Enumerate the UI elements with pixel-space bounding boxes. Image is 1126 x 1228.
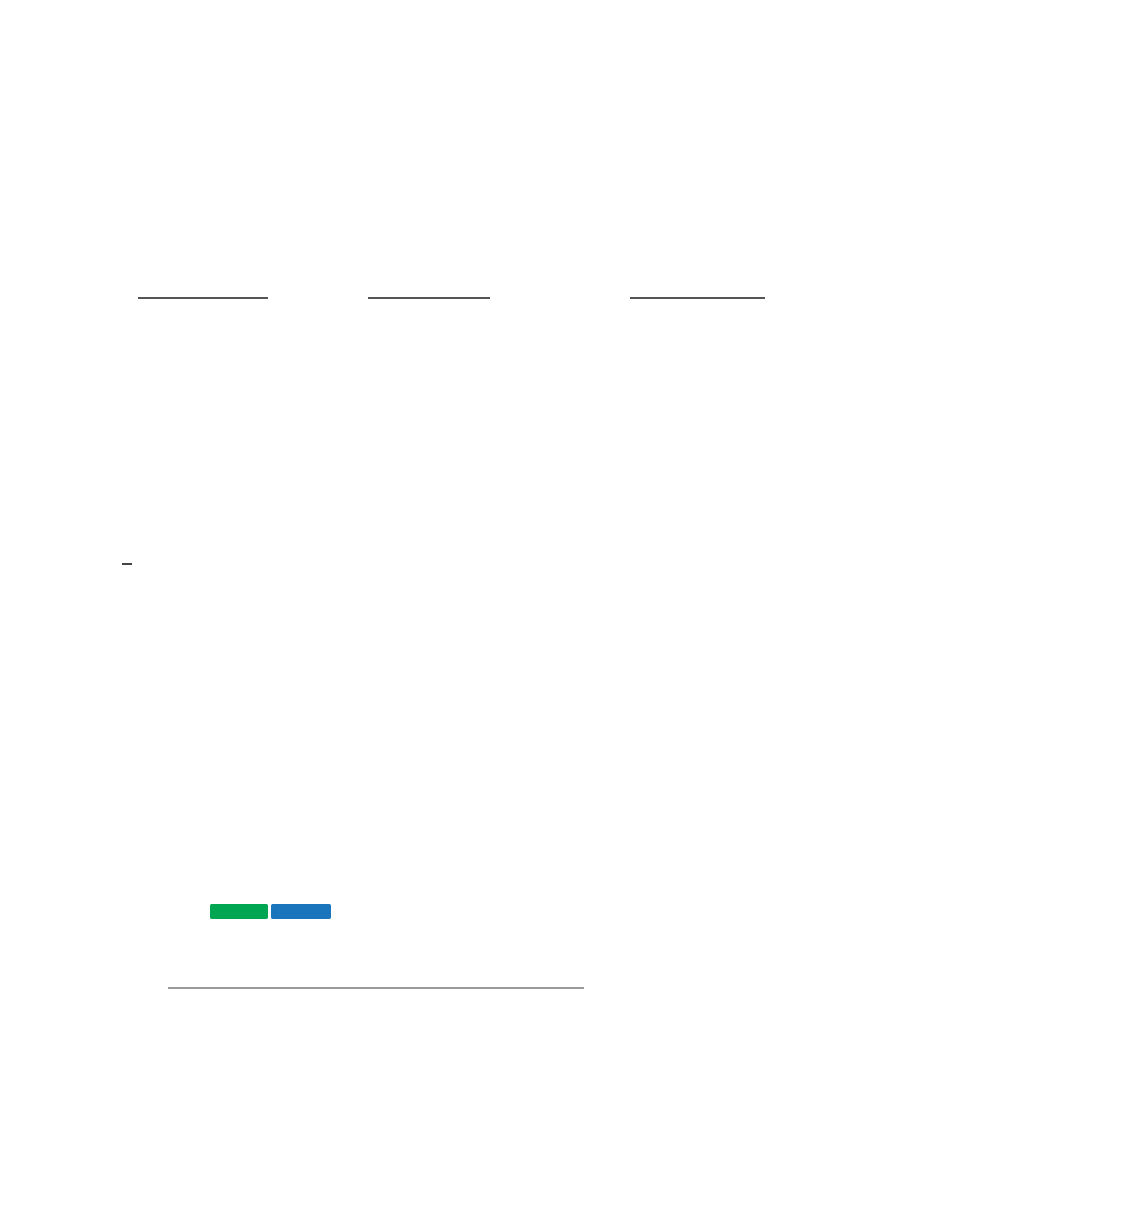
edu-bar-charts	[340, 690, 672, 940]
releasing-time-line	[168, 987, 584, 989]
cell-cycle-line-charts	[620, 955, 1126, 1228]
paired-scatter-chart	[838, 6, 1126, 242]
histones-pointer-line	[122, 563, 132, 565]
cell-cycle-bar-charts	[670, 690, 1126, 955]
edu-green-legend	[210, 904, 268, 919]
cell-diagram	[830, 255, 1126, 680]
panel-c-title-underline	[368, 297, 490, 299]
panel-b-title-underline	[138, 297, 268, 299]
dapi-blue-legend	[271, 904, 331, 919]
panel-d-title-underline	[630, 297, 765, 299]
